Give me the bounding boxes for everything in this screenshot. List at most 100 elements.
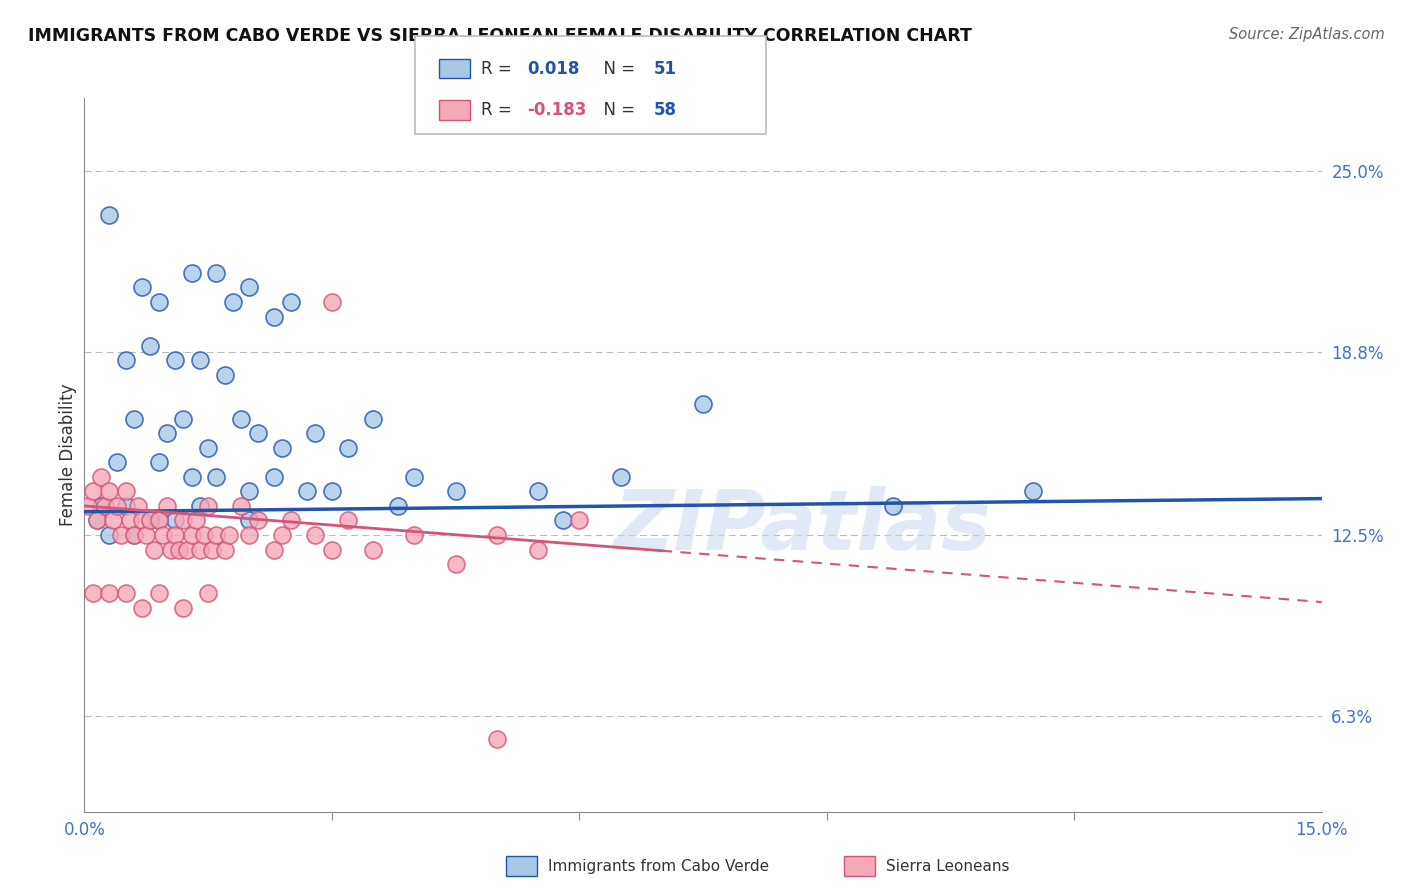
Point	[295, 484, 318, 499]
Point	[180, 266, 202, 280]
Point	[105, 455, 128, 469]
Point	[321, 542, 343, 557]
Point	[98, 528, 121, 542]
Point	[105, 499, 128, 513]
Point	[214, 368, 236, 382]
Point	[118, 513, 141, 527]
Point	[304, 426, 326, 441]
Point	[77, 499, 100, 513]
Point	[110, 528, 132, 542]
Point	[114, 499, 136, 513]
Point	[485, 731, 508, 746]
Point	[172, 600, 194, 615]
Point	[122, 411, 145, 425]
Point	[172, 411, 194, 425]
Point	[361, 542, 384, 557]
Point	[122, 528, 145, 542]
Text: Immigrants from Cabo Verde: Immigrants from Cabo Verde	[548, 859, 769, 873]
Point	[148, 295, 170, 310]
Point	[263, 310, 285, 324]
Point	[1022, 484, 1045, 499]
Point	[122, 528, 145, 542]
Point	[131, 513, 153, 527]
Point	[527, 484, 550, 499]
Point	[188, 353, 211, 368]
Point	[127, 499, 149, 513]
Point	[188, 542, 211, 557]
Point	[94, 499, 117, 513]
Point	[148, 455, 170, 469]
Point	[86, 513, 108, 527]
Point	[156, 499, 179, 513]
Point	[361, 411, 384, 425]
Point	[238, 513, 260, 527]
Point	[165, 513, 187, 527]
Point	[139, 339, 162, 353]
Point	[568, 513, 591, 527]
Point	[444, 484, 467, 499]
Point	[218, 528, 240, 542]
Point	[184, 513, 207, 527]
Point	[165, 353, 187, 368]
Point	[692, 397, 714, 411]
Point	[246, 513, 269, 527]
Point	[131, 280, 153, 294]
Point	[444, 557, 467, 571]
Point	[263, 469, 285, 483]
Point	[246, 426, 269, 441]
Y-axis label: Female Disability: Female Disability	[59, 384, 77, 526]
Point	[114, 586, 136, 600]
Point	[139, 513, 162, 527]
Point	[882, 499, 904, 513]
Point	[131, 600, 153, 615]
Point	[98, 208, 121, 222]
Point	[180, 469, 202, 483]
Point	[86, 513, 108, 527]
Point	[82, 586, 104, 600]
Point	[98, 586, 121, 600]
Text: R =: R =	[481, 101, 517, 119]
Text: N =: N =	[593, 60, 641, 78]
Point	[280, 513, 302, 527]
Point	[197, 586, 219, 600]
Point	[214, 542, 236, 557]
Point	[222, 295, 245, 310]
Text: -0.183: -0.183	[527, 101, 586, 119]
Point	[205, 266, 228, 280]
Point	[387, 499, 409, 513]
Text: IMMIGRANTS FROM CABO VERDE VS SIERRA LEONEAN FEMALE DISABILITY CORRELATION CHART: IMMIGRANTS FROM CABO VERDE VS SIERRA LEO…	[28, 27, 972, 45]
Text: 0.018: 0.018	[527, 60, 579, 78]
Point	[280, 295, 302, 310]
Point	[172, 513, 194, 527]
Text: Sierra Leoneans: Sierra Leoneans	[886, 859, 1010, 873]
Point	[135, 528, 157, 542]
Point	[148, 513, 170, 527]
Point	[176, 542, 198, 557]
Point	[609, 469, 631, 483]
Point	[156, 426, 179, 441]
Text: ZIPatlas: ZIPatlas	[613, 486, 991, 566]
Text: Source: ZipAtlas.com: Source: ZipAtlas.com	[1229, 27, 1385, 42]
Point	[148, 586, 170, 600]
Point	[165, 528, 187, 542]
Point	[337, 513, 360, 527]
Point	[90, 499, 112, 513]
Point	[180, 528, 202, 542]
Point	[271, 528, 294, 542]
Point	[205, 469, 228, 483]
Point	[321, 295, 343, 310]
Point	[485, 528, 508, 542]
Point	[82, 484, 104, 499]
Point	[152, 528, 174, 542]
Point	[238, 528, 260, 542]
Text: N =: N =	[593, 101, 641, 119]
Point	[193, 528, 215, 542]
Point	[271, 441, 294, 455]
Point	[229, 499, 252, 513]
Point	[139, 513, 162, 527]
Point	[205, 528, 228, 542]
Text: 51: 51	[654, 60, 676, 78]
Text: R =: R =	[481, 60, 517, 78]
Point	[527, 542, 550, 557]
Text: 58: 58	[654, 101, 676, 119]
